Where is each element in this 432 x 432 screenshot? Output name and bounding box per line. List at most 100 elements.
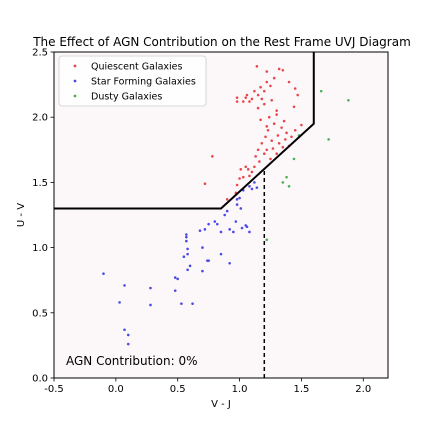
data-point-0 — [296, 93, 300, 97]
legend-box — [58, 55, 207, 107]
data-point-0 — [263, 152, 266, 156]
data-point-0 — [293, 128, 297, 132]
data-point-0 — [256, 93, 260, 97]
data-point-1 — [253, 181, 256, 184]
data-point-2 — [347, 98, 350, 102]
data-point-1 — [126, 342, 130, 346]
legend-label: Quiescent Galaxies — [91, 62, 183, 73]
data-point-0 — [241, 100, 245, 103]
data-point-0 — [276, 134, 280, 137]
data-point-0 — [277, 141, 281, 145]
data-point-0 — [259, 85, 262, 89]
data-point-1 — [123, 328, 126, 332]
data-point-0 — [284, 138, 287, 141]
data-point-0 — [265, 125, 269, 128]
data-point-0 — [265, 70, 269, 73]
data-point-1 — [234, 220, 238, 223]
data-point-0 — [244, 96, 248, 99]
x-tick-label: -0.5 — [44, 384, 64, 395]
data-point-2 — [285, 175, 288, 179]
data-point-1 — [235, 203, 239, 206]
data-point-1 — [191, 302, 194, 305]
data-point-0 — [282, 119, 286, 123]
data-point-1 — [225, 209, 229, 213]
data-point-0 — [293, 87, 297, 90]
data-point-0 — [269, 157, 272, 161]
data-point-0 — [235, 96, 239, 99]
data-point-1 — [186, 268, 189, 272]
x-axis-label: V - J — [211, 399, 231, 410]
data-point-2 — [281, 181, 285, 184]
data-point-0 — [281, 68, 285, 72]
data-point-0 — [275, 113, 278, 116]
data-point-1 — [213, 220, 217, 223]
data-point-0 — [250, 170, 254, 174]
legend: Quiescent Galaxies Star Forming Galaxies D… — [58, 55, 207, 107]
data-point-0 — [238, 177, 241, 180]
data-point-1 — [248, 185, 251, 188]
data-point-1 — [206, 259, 209, 262]
data-point-0 — [254, 155, 257, 158]
plot-marks — [54, 52, 350, 378]
legend-label: Dusty Galaxies — [91, 92, 162, 103]
data-point-0 — [275, 109, 278, 112]
x-axis: -0.5 0.0 0.5 1.0 1.5 2.0 — [44, 378, 371, 395]
data-point-1 — [219, 230, 223, 234]
data-point-1 — [248, 230, 251, 234]
data-point-0 — [246, 168, 250, 171]
y-tick-label: 0.0 — [32, 374, 48, 385]
data-point-0 — [225, 198, 229, 201]
data-point-1 — [203, 228, 207, 231]
data-point-1 — [238, 196, 241, 200]
data-point-1 — [182, 255, 186, 259]
data-point-1 — [228, 228, 231, 231]
data-point-1 — [123, 284, 126, 287]
legend-label: Star Forming Galaxies — [91, 77, 196, 88]
data-point-1 — [185, 233, 188, 236]
data-point-1 — [185, 239, 188, 243]
data-point-0 — [203, 182, 207, 185]
data-point-0 — [277, 67, 281, 71]
data-point-1 — [176, 277, 179, 281]
y-tick-label: 1.5 — [32, 178, 48, 189]
data-point-1 — [186, 252, 189, 256]
y-axis-label: U - V — [16, 203, 27, 227]
data-point-0 — [258, 160, 261, 163]
data-point-1 — [245, 225, 249, 229]
chart-title: The Effect of AGN Contribution on the Re… — [32, 35, 411, 49]
data-point-0 — [248, 174, 251, 178]
plot-frame — [53, 51, 389, 379]
data-point-1 — [149, 303, 152, 307]
data-point-1 — [232, 230, 235, 234]
data-point-0 — [300, 123, 303, 127]
x-tick-label: 1.0 — [232, 384, 248, 395]
data-point-1 — [215, 222, 219, 226]
data-point-0 — [264, 135, 267, 139]
agn-contribution-annotation: AGN Contribution: 0% — [66, 354, 198, 368]
data-point-2 — [287, 185, 291, 188]
data-point-0 — [248, 100, 251, 103]
data-point-0 — [266, 128, 270, 132]
data-point-0 — [270, 139, 274, 142]
data-point-0 — [265, 148, 269, 152]
data-point-0 — [245, 93, 249, 97]
data-point-1 — [173, 289, 177, 292]
data-point-0 — [253, 89, 256, 93]
data-point-2 — [327, 138, 330, 141]
uvj-selection-boundary — [54, 52, 315, 210]
data-point-2 — [292, 157, 296, 161]
data-point-0 — [271, 147, 275, 150]
data-point-0 — [269, 84, 272, 88]
data-point-1 — [186, 247, 189, 251]
data-point-0 — [241, 175, 245, 179]
data-point-0 — [235, 100, 239, 103]
data-point-0 — [260, 97, 264, 101]
data-point-1 — [149, 286, 152, 290]
data-point-0 — [287, 80, 291, 84]
data-point-0 — [285, 131, 288, 135]
data-point-0 — [263, 102, 266, 106]
data-point-1 — [223, 213, 227, 217]
data-point-0 — [275, 152, 278, 156]
data-point-2 — [265, 238, 269, 242]
data-point-1 — [201, 246, 204, 249]
